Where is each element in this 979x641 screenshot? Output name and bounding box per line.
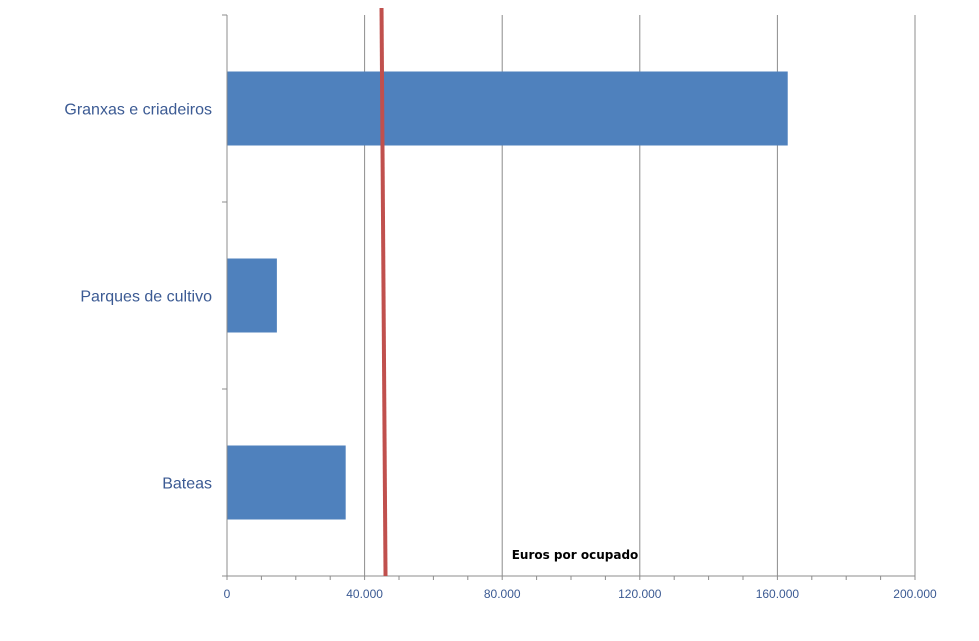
x-tick-label: 0 (224, 587, 231, 601)
category-label: Parques de cultivo (80, 289, 212, 306)
bars (227, 71, 788, 520)
category-label: Granxas e criadeiros (64, 102, 212, 119)
x-tick-label: 40.000 (346, 587, 383, 601)
x-tick-label: 80.000 (484, 587, 521, 601)
axes (222, 14, 916, 580)
category-label: Bateas (162, 476, 212, 493)
bar (227, 445, 346, 520)
labels: Euros por ocupado Granxas e criadeiros Pa… (64, 102, 937, 602)
bar (227, 71, 788, 146)
x-tick-label: 120.000 (618, 587, 662, 601)
bar (227, 258, 277, 333)
x-tick-label: 200.000 (893, 587, 937, 601)
reference-line (379, 7, 388, 577)
reference-line-group (379, 7, 388, 577)
x-axis-title: Euros por ocupado (512, 548, 639, 562)
x-tick-label: 160.000 (756, 587, 800, 601)
